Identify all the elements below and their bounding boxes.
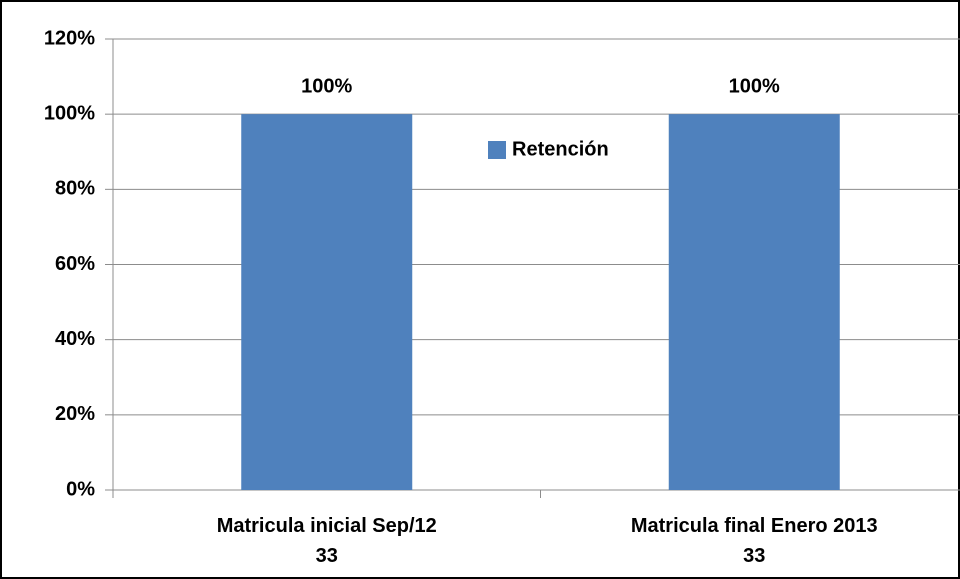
y-tick-label: 60%: [55, 253, 95, 275]
y-tick-label: 20%: [55, 403, 95, 425]
data-label: 100%: [729, 75, 780, 97]
data-label: 100%: [301, 75, 352, 97]
legend-label: Retención: [512, 138, 609, 160]
y-tick-label: 100%: [44, 102, 95, 124]
bar: [241, 114, 413, 491]
x-tick-label: Matricula final Enero 2013 33: [631, 515, 878, 567]
y-tick-label: 40%: [55, 328, 95, 350]
legend-swatch: [488, 141, 506, 159]
y-tick-label: 0%: [66, 478, 95, 500]
y-tick-label: 120%: [44, 27, 95, 49]
y-tick-label: 80%: [55, 178, 95, 200]
bar: [668, 114, 840, 491]
x-tick-label: Matricula inicial Sep/12 33: [217, 515, 437, 567]
